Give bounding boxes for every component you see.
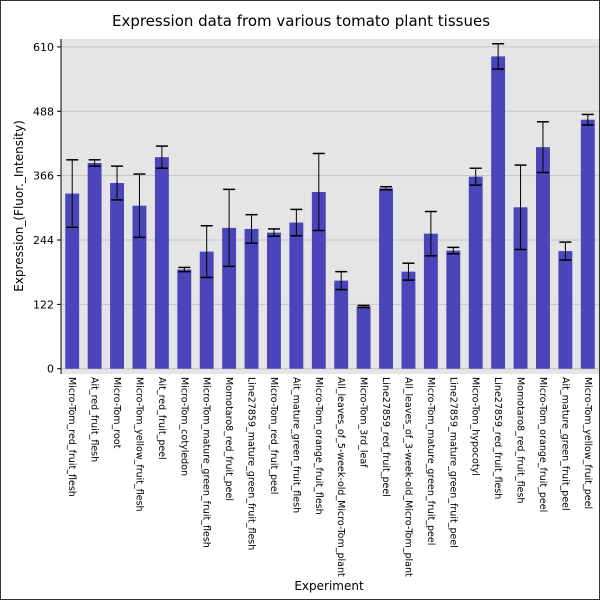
y-tick-label: 122: [33, 298, 54, 311]
bar: [423, 233, 438, 369]
bar: [334, 280, 349, 369]
bar: [222, 227, 237, 369]
gridlines: [61, 46, 599, 370]
bar: [289, 222, 304, 369]
x-category-label: Micro-Tom_3rd_leaf: [358, 377, 369, 468]
bar: [311, 191, 326, 369]
x-category-label: Micro-Tom_yellow_fruit_flesh: [133, 377, 144, 512]
x-category-label: Ait_red_fruit_peel: [156, 377, 167, 460]
x-category-label: Ait_mature_green_fruit_peel: [559, 377, 570, 511]
bar: [513, 207, 528, 369]
y-axis-label: Expression_(Fluor._Intensity): [12, 120, 26, 292]
x-category-label: Micro-Tom_orange_fruit_flesh: [313, 377, 324, 515]
bar: [379, 188, 393, 369]
bar: [87, 162, 102, 369]
x-category-label: Momotaro8_red_fruit_flesh: [515, 377, 526, 503]
y-tick-label: 244: [33, 234, 54, 247]
plot-area: [61, 39, 599, 374]
bar: [558, 251, 573, 369]
y-tick-label: 610: [33, 41, 54, 54]
x-category-label: Micro-Tom_hypocotyl: [470, 377, 481, 476]
bar: [177, 269, 192, 369]
x-category-label: Micro-Tom_cotyledon: [178, 377, 189, 476]
x-category-label: Line27859_mature_green_fruit_peel: [447, 377, 458, 548]
x-category-label: Micro-Tom_root: [111, 377, 122, 449]
bar: [132, 205, 147, 369]
bar: [65, 193, 80, 369]
bar: [244, 228, 259, 369]
bar: [356, 306, 371, 369]
bar: [491, 56, 506, 369]
bar: [154, 157, 169, 369]
bar: [401, 271, 416, 369]
bar: [536, 147, 550, 369]
x-category-label: Line27859_mature_green_fruit_flesh: [246, 377, 257, 550]
bar: [446, 250, 461, 369]
x-category-label: Momotaro8_red_fruit_peel: [223, 377, 234, 501]
y-tick-label: 0: [47, 363, 54, 376]
y-tick-label: 366: [33, 170, 54, 183]
bar: [110, 183, 124, 369]
x-category-label: Micro-Tom_mature_green_fruit_peel: [425, 377, 436, 545]
chart-title: Expression data from various tomato plan…: [112, 12, 490, 30]
x-category-label: Micro-Tom_mature_green_fruit_flesh: [201, 377, 212, 548]
x-category-label: Micro-Tom_red_fruit_peel: [268, 377, 279, 494]
x-axis-label: Experiment: [294, 579, 364, 593]
x-axis-category-labels: Micro-Tom_red_fruit_flesh Ait_red_fruit_f…: [66, 377, 593, 577]
bars: [65, 56, 595, 369]
x-category-label: All_leaves_of_5-week-old_Micro-Tom_plant: [335, 377, 346, 577]
y-tick-label: 488: [33, 105, 54, 118]
x-category-label: Line27859_red_fruit_flesh: [492, 377, 503, 499]
bar: [580, 119, 595, 369]
x-category-label: Line27859_red_fruit_peel: [380, 377, 391, 497]
bar: [267, 232, 281, 369]
x-category-label: Ait_mature_green_fruit_flesh: [290, 377, 301, 513]
x-category-label: Micro-Tom_orange_fruit_peel: [537, 377, 548, 512]
bar: [468, 176, 483, 369]
y-axis-ticks: 0 122 244 366 488 610: [33, 41, 61, 376]
x-category-label: All_leaves_of_3-week-old_Micro-Tom_plant: [402, 377, 413, 577]
x-category-label: Micro-Tom_red_fruit_flesh: [66, 377, 77, 497]
x-category-label: Micro-Tom_yellow_fruit_peel: [582, 377, 593, 509]
bar: [199, 251, 214, 369]
x-category-label: Ait_red_fruit_flesh: [89, 377, 100, 462]
error-bars: [66, 42, 594, 309]
